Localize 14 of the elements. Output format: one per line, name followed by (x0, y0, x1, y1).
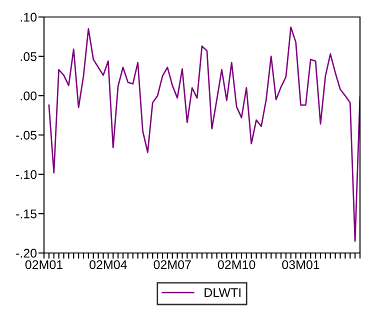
y-tick-label: -.05 (16, 130, 37, 140)
y-tick-label: -.20 (16, 248, 37, 258)
y-tick-label: .10 (20, 12, 37, 22)
legend-label: DLWTI (204, 288, 240, 297)
y-tick-label: .00 (20, 91, 37, 100)
y-tick-label: -.10 (16, 170, 37, 179)
y-tick-label: .05 (20, 52, 37, 61)
line-series (48, 26, 360, 242)
x-tick-label: 03M01 (282, 260, 320, 270)
y-tick-label: -.15 (16, 210, 37, 218)
x-tick-label: 02M10 (218, 260, 256, 270)
x-tick-label: 02M01 (25, 260, 62, 270)
x-tick-label: 02M07 (154, 260, 191, 270)
x-tick-label: 02M04 (90, 260, 127, 270)
